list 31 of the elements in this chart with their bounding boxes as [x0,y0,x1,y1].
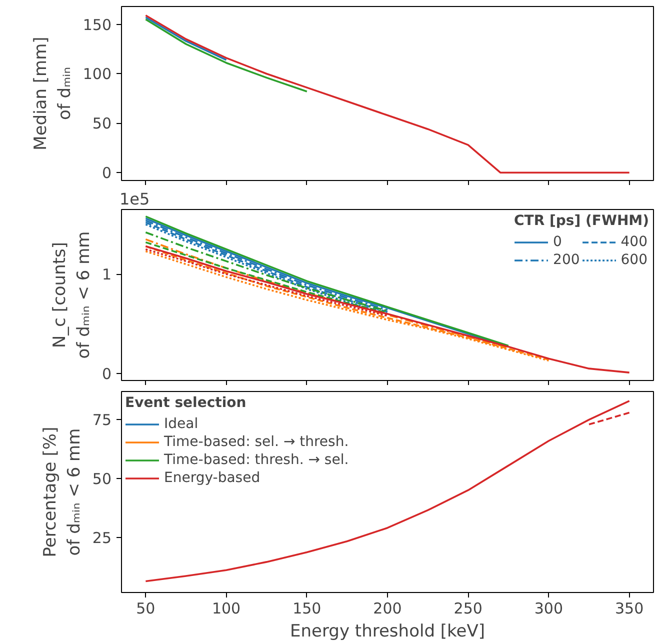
legend-label: 400 [620,234,648,250]
y-tick-label: 100 [82,65,112,84]
y-tick-label: 0 [102,164,112,182]
y-axis-title: N_c [counts] of dₘᵢₙ < 6 mm [50,231,94,359]
y-tick-label: 1 [102,266,112,284]
x-tick-label: 350 [615,600,644,618]
y-tick-label: 50 [92,114,112,133]
legend-label: 600 [620,252,648,268]
legend-title: Event selection [125,395,248,411]
x-tick-label: 250 [454,600,482,618]
x-tick-label: 100 [212,600,241,618]
x-tick-label: 150 [292,600,322,618]
y-tick-label: 0 [102,365,112,384]
x-tick-label: 300 [534,600,564,618]
legend-label: Energy-based [164,470,260,486]
y-tick-label: 50 [92,470,112,488]
legend-label: Time-based: sel. → thresh. [164,434,349,450]
y-axis-title: Median [mm] of dₘᵢₙ [30,36,75,150]
x-tick-label: 200 [373,600,402,618]
legend-title: CTR [ps] (FWHM) [514,213,649,229]
legend-label: 200 [553,252,580,268]
y-tick-label: 75 [92,411,112,430]
x-axis-title: Energy threshold [keV] [290,622,485,642]
legend-label: 0 [553,234,563,250]
x-tick-label: 50 [136,600,156,618]
legend-label: Time-based: thresh. → sel. [164,452,349,468]
y-tick-label: 25 [92,528,112,547]
legend-label: Ideal [164,416,198,432]
text: 1e5 [120,190,150,208]
y-tick-label: 150 [82,16,112,34]
y-axis-title: Percentage [%] of dₘᵢₙ < 6 mm [40,426,84,558]
